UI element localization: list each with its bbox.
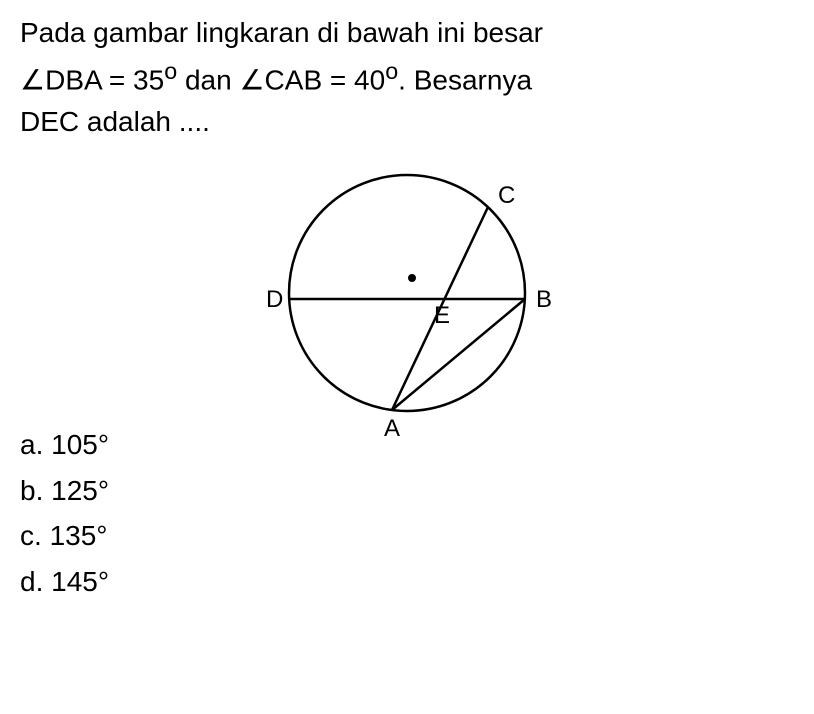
question-line-2: ∠DBA = 35o dan ∠CAB = 40o. Besarnya: [20, 54, 794, 101]
circle-diagram: A B C D E: [252, 153, 562, 443]
option-d: d. 145°: [20, 560, 794, 603]
question-line-1: Pada gambar lingkaran di bawah ini besar: [20, 12, 794, 54]
svg-text:B: B: [536, 286, 552, 313]
option-b: b. 125°: [20, 469, 794, 512]
option-b-value: 125°: [51, 475, 109, 506]
q2-deg2: o: [385, 58, 398, 84]
option-c-prefix: c.: [20, 520, 50, 551]
svg-text:C: C: [498, 182, 515, 209]
option-b-prefix: b.: [20, 475, 51, 506]
option-d-value: 145°: [51, 566, 109, 597]
svg-text:A: A: [384, 415, 400, 442]
q2-mid: dan ∠CAB = 40: [177, 64, 385, 95]
question-line-3: DEC adalah ....: [20, 101, 794, 143]
option-d-prefix: d.: [20, 566, 51, 597]
q2-deg1: o: [164, 58, 177, 84]
option-c: c. 135°: [20, 514, 794, 557]
svg-text:D: D: [266, 286, 283, 313]
option-c-value: 135°: [50, 520, 108, 551]
svg-text:E: E: [434, 302, 450, 329]
answer-options: a. 105° b. 125° c. 135° d. 145°: [20, 423, 794, 603]
diagram-container: A B C D E: [20, 153, 794, 443]
q2-suffix: . Besarnya: [398, 64, 532, 95]
question-text: Pada gambar lingkaran di bawah ini besar…: [20, 12, 794, 143]
option-a-value: 105°: [51, 429, 109, 460]
option-a-prefix: a.: [20, 429, 51, 460]
q2-prefix: ∠DBA = 35: [20, 64, 164, 95]
